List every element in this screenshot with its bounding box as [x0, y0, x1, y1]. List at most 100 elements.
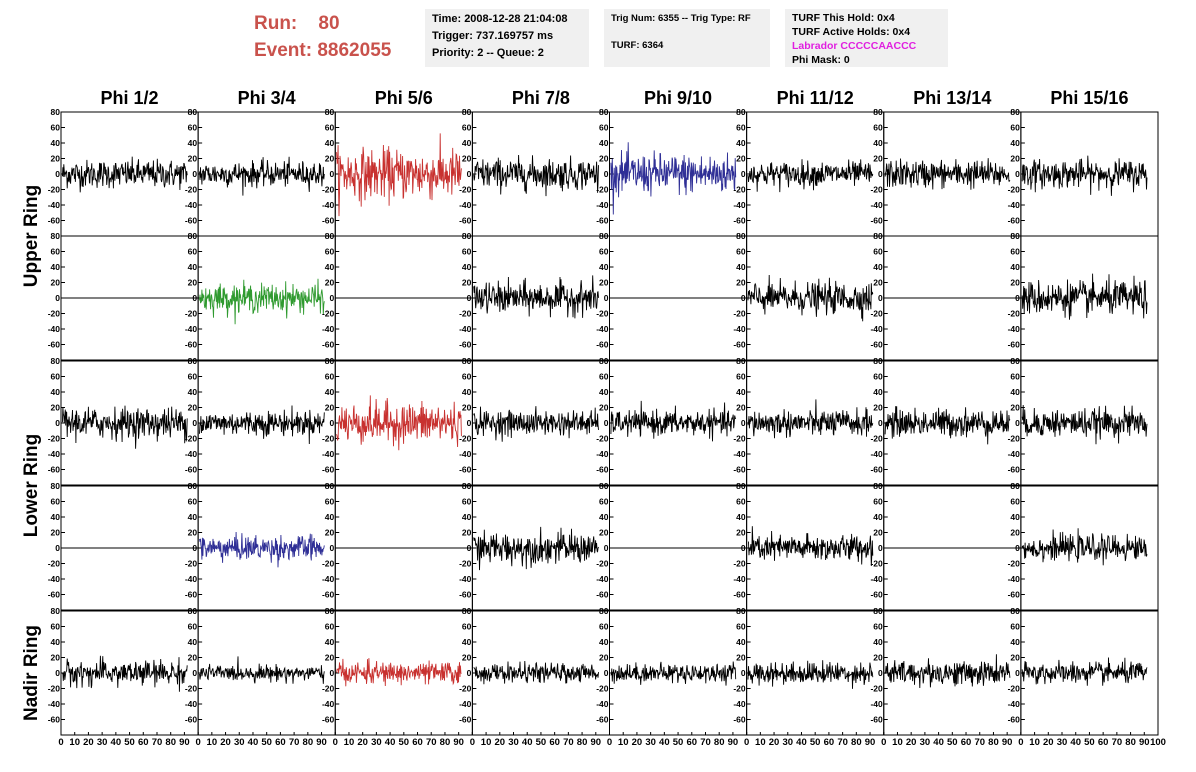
y-tick-label: -40: [596, 200, 609, 210]
y-tick-label: -40: [459, 200, 472, 210]
y-tick-label: 40: [188, 637, 198, 647]
y-tick-label: 80: [325, 107, 335, 117]
waveform-trace-r3-c5: [747, 526, 874, 567]
y-tick-label: 60: [51, 497, 61, 507]
y-tick-label: 80: [325, 481, 335, 491]
y-tick-label: 40: [462, 262, 472, 272]
y-tick-label: 80: [325, 356, 335, 366]
y-tick-label: 20: [188, 653, 198, 663]
y-tick-label: -60: [459, 465, 472, 475]
y-tick-label: 20: [736, 528, 746, 538]
y-tick-label: 0: [192, 418, 197, 428]
y-tick-label: -20: [459, 559, 472, 569]
x-tick-label: 20: [495, 737, 506, 748]
y-tick-label: 80: [325, 231, 335, 241]
y-tick-label: 60: [873, 497, 883, 507]
column-header-3: Phi 5/6: [375, 88, 433, 108]
y-tick-label: 20: [51, 403, 61, 413]
trigger-text: Trigger: 737.169757 ms: [432, 30, 554, 42]
x-tick-label: 40: [248, 737, 259, 748]
y-tick-label: -20: [596, 684, 609, 694]
y-tick-label: -40: [596, 699, 609, 709]
y-tick-label: -40: [185, 200, 198, 210]
y-tick-label: 60: [462, 622, 472, 632]
y-tick-label: -60: [322, 590, 335, 600]
y-tick-label: -40: [733, 449, 746, 459]
y-tick-label: -60: [870, 715, 883, 725]
y-tick-label: -60: [596, 216, 609, 226]
y-tick-label: 40: [873, 262, 883, 272]
y-tick-label: 40: [599, 262, 609, 272]
y-tick-label: -60: [1008, 465, 1021, 475]
waveform-trace-r0-c4: [610, 142, 737, 215]
x-tick-label: 90: [453, 737, 464, 748]
y-tick-label: -60: [733, 465, 746, 475]
x-tick-label: 90: [865, 737, 876, 748]
y-tick-label: -60: [322, 715, 335, 725]
y-tick-label: 0: [878, 293, 883, 303]
y-tick-label: 40: [873, 138, 883, 148]
y-tick-label: -60: [322, 465, 335, 475]
y-tick-label: -20: [459, 684, 472, 694]
y-tick-label: 0: [1015, 293, 1020, 303]
y-tick-label: 80: [599, 356, 609, 366]
waveform-trace-r0-c0: [61, 156, 188, 193]
x-tick-label: 60: [549, 737, 560, 748]
y-tick-label: 80: [188, 606, 198, 616]
y-tick-label: 40: [873, 387, 883, 397]
y-tick-label: 0: [192, 293, 197, 303]
y-tick-label: -20: [1008, 185, 1021, 195]
event-label: Event:: [254, 40, 313, 61]
waveform-trace-r2-c5: [747, 399, 874, 439]
waveform-trace-r4-c3: [473, 660, 599, 685]
y-tick-label: -60: [596, 590, 609, 600]
y-tick-label: -40: [870, 574, 883, 584]
y-tick-label: 0: [878, 169, 883, 179]
x-tick-label: 60: [824, 737, 835, 748]
y-tick-label: 60: [599, 372, 609, 382]
y-tick-label: -40: [1008, 200, 1021, 210]
y-tick-label: -60: [459, 216, 472, 226]
waveform-trace-r1-c5: [747, 274, 874, 322]
y-tick-label: 0: [467, 293, 472, 303]
run-event-header: Run: 80 Event: 8862055: [254, 10, 391, 64]
y-tick-label: 0: [330, 543, 335, 553]
y-tick-label: -60: [1008, 590, 1021, 600]
y-tick-label: -60: [1008, 340, 1021, 350]
y-tick-label: 40: [188, 512, 198, 522]
y-tick-label: 0: [192, 543, 197, 553]
waveform-trace-r2-c1: [199, 405, 325, 445]
y-tick-label: -60: [733, 340, 746, 350]
y-tick-label: 0: [741, 418, 746, 428]
x-tick-label: 20: [83, 737, 94, 748]
x-tick-label: 0: [881, 737, 886, 748]
y-tick-label: -20: [185, 309, 198, 319]
ring-label-1: Upper Ring: [21, 185, 42, 287]
x-tick-label: 30: [97, 737, 108, 748]
labrador-text: Labrador CCCCCAACCC: [792, 40, 917, 52]
y-tick-label: 80: [873, 606, 883, 616]
y-tick-label: 20: [1010, 403, 1020, 413]
y-tick-label: 60: [188, 622, 198, 632]
y-tick-label: -40: [322, 574, 335, 584]
y-tick-label: 40: [873, 512, 883, 522]
y-tick-label: 60: [736, 247, 746, 257]
y-tick-label: -40: [459, 449, 472, 459]
x-tick-label: 30: [645, 737, 656, 748]
column-header-5: Phi 9/10: [644, 88, 712, 108]
y-tick-label: 80: [188, 481, 198, 491]
y-tick-label: 20: [599, 154, 609, 164]
y-tick-label: -20: [870, 559, 883, 569]
y-tick-label: -40: [733, 699, 746, 709]
y-tick-label: 0: [192, 169, 197, 179]
y-tick-label: 60: [325, 372, 335, 382]
y-tick-label: 60: [325, 123, 335, 133]
y-tick-label: -20: [870, 185, 883, 195]
y-tick-label: -60: [185, 216, 198, 226]
y-tick-label: 80: [462, 231, 472, 241]
y-tick-label: -60: [596, 340, 609, 350]
y-tick-label: -60: [596, 465, 609, 475]
phi-mask-text: Phi Mask: 0: [792, 54, 850, 66]
y-tick-label: 0: [741, 169, 746, 179]
x-tick-label: 50: [810, 737, 821, 748]
